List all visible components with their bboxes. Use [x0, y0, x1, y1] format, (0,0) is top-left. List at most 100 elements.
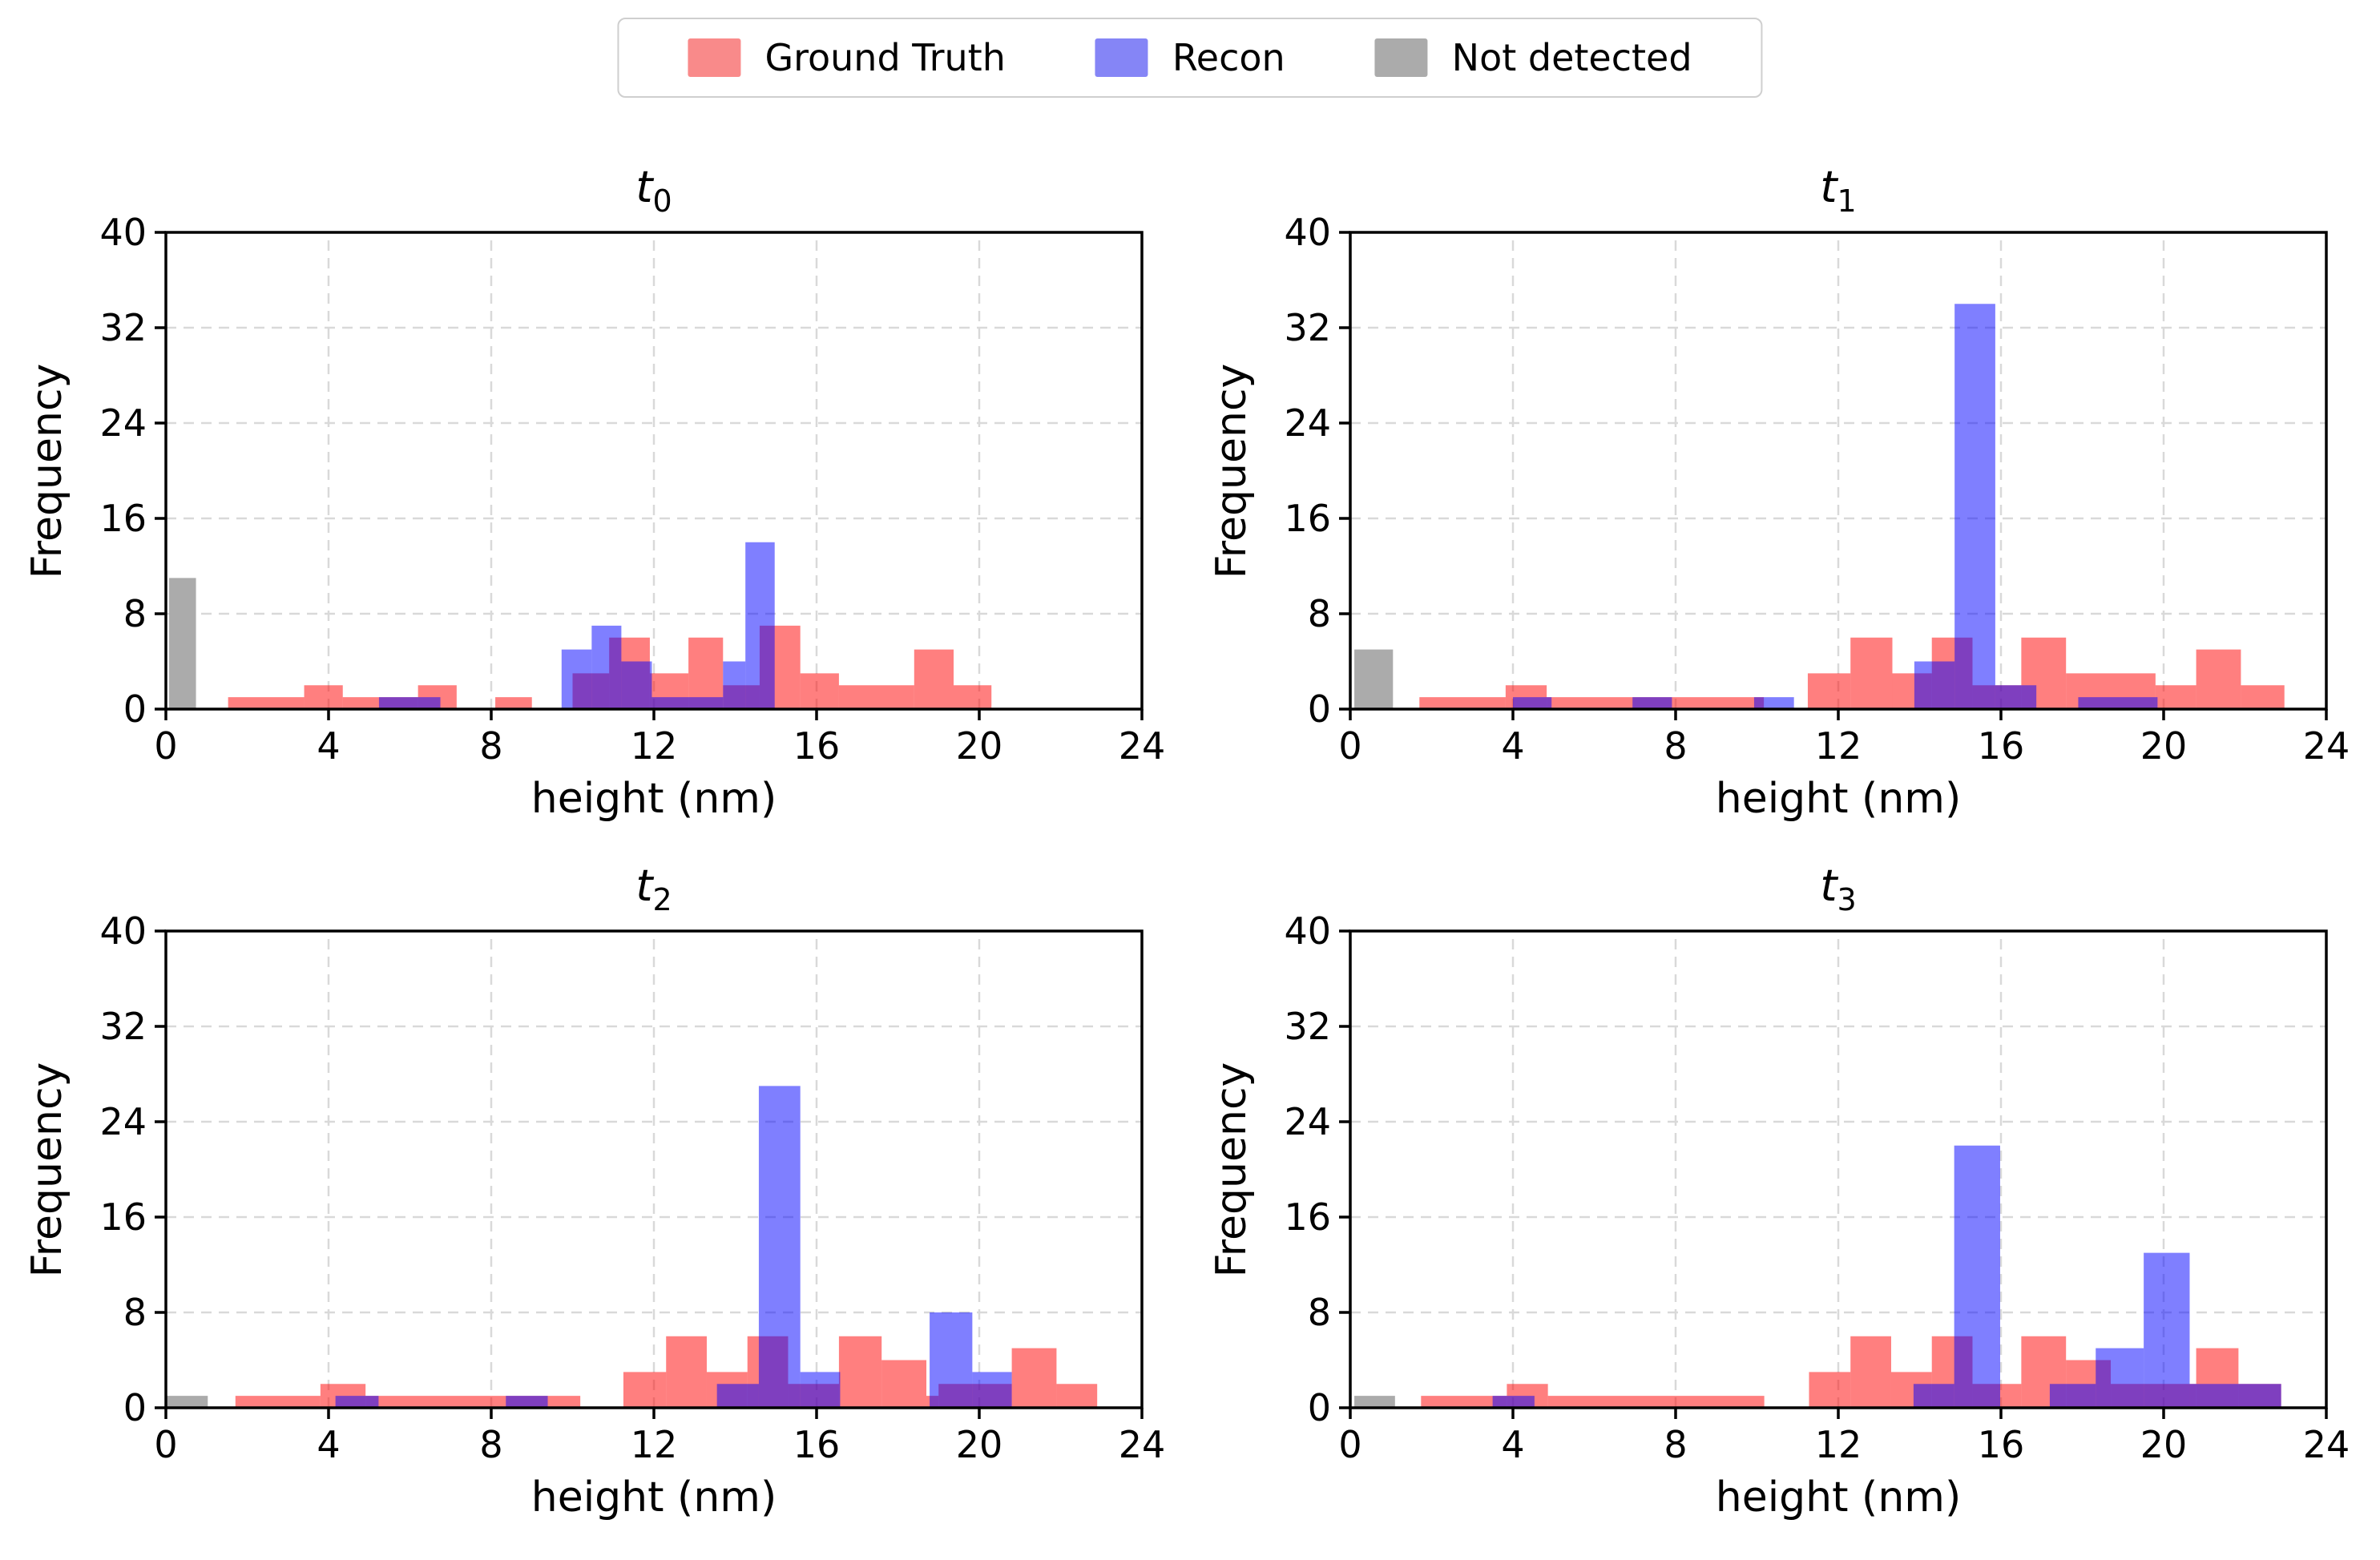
x-tick-label: 24 — [2303, 1423, 2350, 1466]
bar-recon — [591, 625, 622, 709]
x-tick-label: 8 — [479, 724, 502, 768]
bar-ground_truth — [1850, 637, 1893, 709]
y-tick-label: 8 — [123, 592, 147, 635]
y-tick-label: 40 — [1284, 211, 1331, 254]
y-tick-label: 40 — [99, 211, 147, 254]
y-axis-label: Frequency — [23, 1062, 71, 1277]
y-axis-label: Frequency — [1208, 363, 1256, 578]
x-tick-label: 12 — [631, 724, 678, 768]
x-tick-label: 4 — [1501, 1423, 1524, 1466]
bar-ground_truth — [1419, 697, 1506, 709]
bar-recon — [1913, 1384, 1954, 1408]
bar-recon — [1914, 661, 1955, 709]
x-tick-label: 24 — [1119, 724, 1166, 768]
x-axis-label: height (nm) — [530, 1473, 777, 1522]
x-tick-label: 16 — [793, 724, 841, 768]
x-tick-label: 20 — [2140, 724, 2188, 768]
bar-recon — [758, 1086, 801, 1408]
not-detected-swatch-icon — [1374, 38, 1428, 77]
x-tick-label: 24 — [1119, 1423, 1166, 1466]
y-tick-label: 24 — [1284, 1100, 1331, 1143]
y-tick-label: 0 — [123, 1386, 147, 1429]
y-tick-label: 16 — [1284, 497, 1331, 540]
bar-recon — [1995, 685, 2037, 709]
y-tick-label: 16 — [1284, 1195, 1331, 1239]
bar-recon — [1632, 697, 1672, 709]
bar-recon — [1954, 304, 1995, 709]
y-tick-label: 32 — [99, 306, 147, 349]
y-tick-label: 32 — [1284, 1005, 1331, 1048]
y-tick-label: 0 — [1308, 1386, 1331, 1429]
bar-not_detected — [1354, 649, 1394, 709]
x-tick-label: 0 — [1338, 1423, 1361, 1466]
bar-ground_truth — [881, 1360, 927, 1408]
bar-ground_truth — [1056, 1384, 1098, 1408]
x-tick-label: 0 — [154, 724, 177, 768]
x-tick-label: 20 — [2140, 1423, 2188, 1466]
legend: Ground Truth Recon Not detected — [617, 18, 1763, 98]
bar-ground_truth — [304, 685, 343, 709]
histogram-plot-t0: 0 4 8 12 16 20 24 0 8 16 24 32 40 — [99, 211, 1166, 768]
bar-ground_truth — [2241, 685, 2285, 709]
bar-recon — [2096, 1348, 2144, 1408]
bar-ground_truth — [1011, 1348, 1057, 1408]
y-tick-label: 24 — [99, 1100, 147, 1143]
bar-recon — [745, 542, 775, 709]
x-tick-label: 16 — [793, 1423, 841, 1466]
y-tick-label: 40 — [99, 909, 147, 953]
x-axis-label: height (nm) — [1715, 775, 1962, 823]
x-tick-label: 12 — [1815, 1423, 1862, 1466]
bar-recon — [800, 1372, 841, 1408]
legend-item-not-detected: Not detected — [1374, 38, 1692, 77]
bar-ground_truth — [235, 1396, 321, 1408]
subplot-title-t1: t1 — [1820, 162, 1857, 219]
ground-truth-swatch-icon — [688, 38, 741, 77]
x-axis-label: height (nm) — [530, 775, 777, 823]
bar-ground_truth — [954, 685, 992, 709]
bar-recon — [1492, 1396, 1535, 1408]
legend-label: Recon — [1172, 36, 1285, 79]
bar-recon — [723, 661, 746, 709]
bar-recon — [651, 697, 724, 709]
legend-item-recon: Recon — [1095, 38, 1285, 77]
bar-ground_truth — [2196, 649, 2241, 709]
bar-not_detected — [167, 1396, 208, 1408]
bar-ground_truth — [1809, 1372, 1851, 1408]
x-axis-label: height (nm) — [1715, 1473, 1962, 1522]
bar-recon — [2078, 697, 2158, 709]
bar-recon — [335, 1396, 379, 1408]
y-tick-label: 40 — [1284, 909, 1331, 953]
bar-recon — [930, 1312, 973, 1408]
legend-item-ground-truth: Ground Truth — [688, 38, 1006, 77]
bar-ground_truth — [1421, 1396, 1507, 1408]
bar-not_detected — [1354, 1396, 1395, 1408]
bar-ground_truth — [914, 649, 954, 709]
histogram-plot-t3: 0 4 8 12 16 20 24 0 8 16 24 32 40 — [1284, 909, 2350, 1466]
bar-recon — [2049, 1384, 2096, 1408]
bar-recon — [2144, 1252, 2190, 1408]
bar-ground_truth — [1807, 673, 1851, 709]
x-tick-label: 8 — [1664, 724, 1687, 768]
y-tick-label: 24 — [1284, 401, 1331, 445]
x-tick-label: 4 — [317, 724, 340, 768]
subplot-title-t0: t0 — [635, 162, 672, 219]
x-tick-label: 0 — [1338, 724, 1361, 768]
y-tick-label: 16 — [99, 1195, 147, 1239]
bar-not_detected — [169, 578, 196, 709]
y-tick-label: 32 — [99, 1005, 147, 1048]
bar-recon — [1753, 697, 1794, 709]
x-tick-label: 8 — [479, 1423, 502, 1466]
y-tick-label: 0 — [1308, 687, 1331, 731]
bar-recon — [378, 697, 441, 709]
bar-ground_truth — [228, 697, 305, 709]
x-tick-label: 8 — [1664, 1423, 1687, 1466]
bar-ground_truth — [838, 685, 914, 709]
x-tick-label: 0 — [154, 1423, 177, 1466]
y-tick-label: 16 — [99, 497, 147, 540]
x-tick-label: 20 — [956, 724, 1003, 768]
x-tick-label: 16 — [1978, 1423, 2025, 1466]
y-axis-label: Frequency — [23, 363, 71, 578]
histogram-plot-t2: 0 4 8 12 16 20 24 0 8 16 24 32 40 — [99, 909, 1166, 1466]
bar-recon — [1513, 697, 1552, 709]
